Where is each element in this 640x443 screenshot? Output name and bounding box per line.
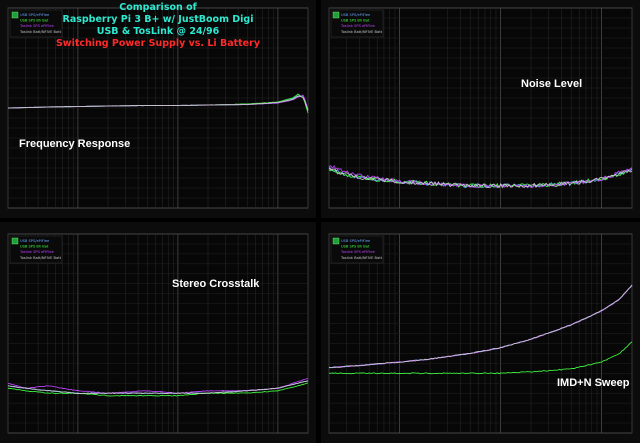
legend-entry: Toslink SPS ePiFlee xyxy=(340,250,376,254)
stereo-crosstalk-panel: USB SPS/ePiFlee USB SPS Bh Bat Toslink SPS… xyxy=(0,222,316,443)
legend-entry: USB SPS/ePiFlee xyxy=(20,239,50,243)
legend-checkbox-icon xyxy=(332,11,340,19)
legend-entry: Toslink SPS ePiFlee xyxy=(19,250,55,254)
noise-level-label: Noise Level xyxy=(521,78,583,90)
legend-entry: USB SPS Bh Bat xyxy=(20,245,49,249)
series-line xyxy=(7,382,309,397)
noise-level-panel: USB SPS/ePiFlee USB SPS Bh Bat Toslink SPS… xyxy=(321,0,640,218)
imd-sweep-label: IMD+N Sweep xyxy=(557,377,630,389)
series-line xyxy=(328,168,633,189)
legend-box xyxy=(9,235,63,264)
frequency-response-label: Frequency Response xyxy=(19,138,131,150)
legend-checkbox-icon xyxy=(11,237,19,245)
legend-entry: USB SPS/ePiFlee xyxy=(341,239,371,243)
grid xyxy=(328,234,633,433)
imd-sweep-panel: USB SPS/ePiFlee USB SPS Bh Bat Toslink SPS… xyxy=(321,222,640,443)
legend-entry: USB SPS/ePiFlee xyxy=(341,13,371,17)
series-line xyxy=(7,380,309,395)
series-line xyxy=(328,341,633,375)
legend-entry: USB SPS/ePiFlee xyxy=(20,13,50,17)
series-line xyxy=(328,167,633,189)
legend-box xyxy=(9,9,63,38)
grid xyxy=(7,8,309,208)
grid xyxy=(7,234,309,433)
frequency-response-panel: USB SPS/ePiFlee USB SPS Bh Bat Toslink SPS… xyxy=(0,0,316,218)
series-line xyxy=(8,95,309,111)
legend-entry: Toslink SPS ePiFlee xyxy=(340,24,376,28)
legend-box xyxy=(330,9,384,38)
series-line xyxy=(328,285,633,369)
legend-entry: USB SPS Bh Bat xyxy=(20,19,49,23)
legend-box xyxy=(330,235,384,264)
legend-entry: Toslink Batt/NFIVE Batt xyxy=(19,30,62,34)
legend-entry: USB SPS Bh Bat xyxy=(341,19,370,23)
legend-entry: Toslink Batt/NFIVE Batt xyxy=(19,256,62,260)
legend-entry: Toslink Batt/NFIVE Batt xyxy=(340,256,383,260)
legend-checkbox-icon xyxy=(11,11,19,19)
legend-entry: Toslink SPS ePiFlee xyxy=(19,24,55,28)
legend-entry: USB SPS Bh Bat xyxy=(341,245,370,249)
legend-checkbox-icon xyxy=(332,237,340,245)
stereo-crosstalk-label: Stereo Crosstalk xyxy=(172,278,260,290)
legend-entry: Toslink Batt/NFIVE Batt xyxy=(340,30,383,34)
